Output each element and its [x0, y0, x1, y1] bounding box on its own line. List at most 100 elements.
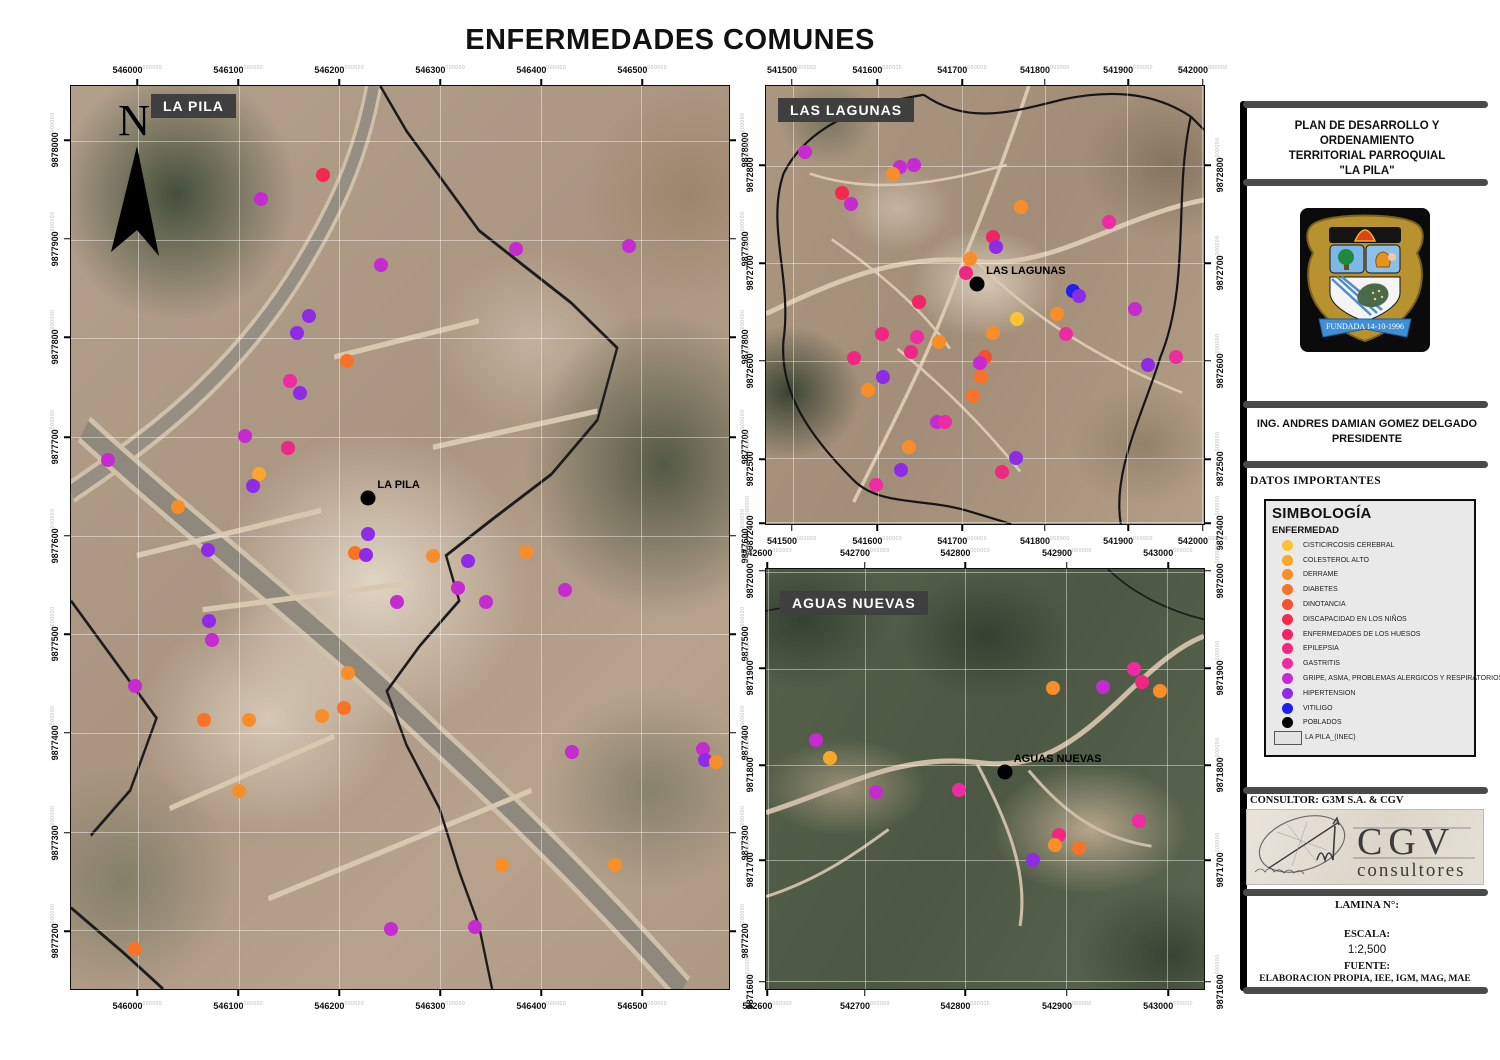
easting-label: 546100000000 [213, 65, 264, 75]
president-line1: ING. ANDRES DAMIAN GOMEZ DELGADO [1256, 418, 1478, 430]
northing-label: 9872600000000 [1215, 333, 1225, 389]
easting-label: 542800000000 [940, 548, 991, 558]
tick-mark [730, 633, 736, 636]
divider [1243, 987, 1488, 994]
tick-mark [864, 990, 866, 996]
northing-label: 9872000000000 [1215, 543, 1225, 599]
legend-title: SIMBOLOGÍA [1272, 505, 1372, 522]
easting-label: 546200000000 [314, 1001, 365, 1011]
panel-title-text: LA PILA [163, 98, 224, 114]
datos-importantes-heading: DATOS IMPORTANTES [1250, 475, 1381, 487]
northing-label: 9877500000000 [50, 606, 60, 662]
northing-label: 9877300000000 [740, 805, 750, 860]
tick-mark [730, 139, 736, 141]
easting-label: 541800000000 [1019, 65, 1070, 75]
legend-item: DINOTANCIA [1272, 597, 1468, 612]
easting-label: 546500000000 [617, 65, 668, 75]
lamina-label: LAMINA N°: [1335, 899, 1399, 911]
legend-item: HIPERTENSION [1272, 686, 1468, 701]
northing-label: 9877900000000 [740, 211, 750, 267]
easting-label: 546100000000 [213, 1001, 264, 1011]
tick-mark [1205, 360, 1211, 362]
easting-label: 542700000000 [840, 1001, 890, 1011]
easting-label: 546300000000 [415, 1001, 466, 1011]
parish-coat-of-arms: FUNDADA 14-10-1996 [1299, 207, 1431, 358]
easting-label: 546400000000 [516, 1001, 567, 1011]
easting-label: 541800000000 [1019, 536, 1070, 546]
satellite-map-las-lagunas: LAS LAGUNAS LAS LAGUNAS [765, 85, 1205, 525]
easting-label: 543000000000 [1143, 548, 1193, 558]
tick-mark [730, 732, 736, 734]
northing-label: 9871700000000 [1215, 832, 1225, 888]
tick-mark [766, 990, 768, 996]
northing-label: 9877600000000 [50, 508, 60, 564]
tick-mark [730, 436, 736, 438]
easting-label: 542000000000 [1177, 536, 1228, 546]
legend-item-label: CISTICIRCOSIS CEREBRAL [1303, 541, 1395, 549]
tick-mark [730, 238, 736, 240]
tick-mark [1205, 859, 1211, 861]
panel-title-text: LAS LAGUNAS [790, 102, 903, 118]
northing-label: 9872600000000 [745, 333, 755, 389]
easting-label: 541700000000 [937, 65, 987, 75]
north-letter: N [118, 96, 150, 145]
panel-la-pila: LA PILA LA PILA N 546000000000 5460000000… [50, 65, 750, 1011]
president-name: ING. ANDRES DAMIAN GOMEZ DELGADO PRESIDE… [1248, 417, 1486, 447]
easting-label: 546500000000 [617, 1001, 668, 1011]
legend-item-label: VITILIGO [1303, 704, 1333, 712]
tick-mark [540, 990, 542, 996]
easting-label: 541600000000 [852, 536, 903, 546]
plan-title-line3: "LA PILA" [1339, 164, 1395, 177]
easting-label: 546200000000 [314, 65, 365, 75]
legend-item-label: EPILEPSIA [1303, 645, 1339, 653]
easting-label: 541600000000 [852, 65, 903, 75]
fuente-value: ELABORACION PROPIA, IEE, IGM, MAG, MAE [1259, 974, 1471, 984]
tick-mark [1205, 764, 1211, 766]
divider [1243, 179, 1488, 186]
easting-label: 542700000000 [840, 548, 890, 558]
panel-aguas-nuevas: AGUAS NUEVAS AGUAS NUEVAS 542600000000 54… [742, 544, 1225, 1011]
escala-label: ESCALA: [1343, 929, 1391, 940]
legend-item: COLESTEROL ALTO [1272, 553, 1468, 568]
epilepsia-swatch [1282, 643, 1293, 655]
tick-mark [730, 336, 736, 339]
easting-label: 543000000000 [1143, 1001, 1193, 1011]
satellite-map-la-pila: LA PILA LA PILA N [70, 85, 730, 990]
panel-las-lagunas: LAS LAGUNAS LAS LAGUNAS 541500000000 5415… [745, 65, 1227, 551]
northing-label: 9872700000000 [745, 235, 755, 291]
northing-label: 9877400000000 [50, 705, 60, 761]
colesterol-swatch [1282, 554, 1293, 566]
northing-label: 9872500000000 [1215, 431, 1225, 487]
northing-label: 9872400000000 [1215, 495, 1225, 551]
tick-mark [338, 990, 341, 996]
north-arrow: N [99, 98, 169, 263]
northing-label: 9871800000000 [745, 737, 755, 793]
easting-label: 542900000000 [1041, 548, 1092, 558]
easting-label: 542800000000 [940, 1001, 991, 1011]
legend-item-label: GASTRITIS [1303, 660, 1340, 668]
legend-item-label: COLESTEROL ALTO [1303, 556, 1370, 564]
easting-label: 546000000000 [112, 1001, 163, 1011]
northing-label: 9877200000000 [740, 903, 750, 959]
divider [1243, 787, 1488, 794]
northing-label: 9871700000000 [745, 832, 755, 888]
easting-label: 541900000000 [1103, 65, 1153, 75]
plan-title-line2: TERRITORIAL PARROQUIAL [1288, 149, 1446, 162]
northing-label: 9872700000000 [1215, 235, 1225, 291]
legend-item: DISCAPACIDAD EN LOS NIÑOS [1272, 612, 1468, 627]
area-swatch [1274, 730, 1302, 745]
divider [1243, 461, 1488, 468]
northing-label: 9871600000000 [745, 954, 755, 1010]
tick-mark [1205, 262, 1211, 264]
northing-label: 9871600000000 [1215, 954, 1225, 1010]
satellite-map-aguas-nuevas: AGUAS NUEVAS AGUAS NUEVAS [765, 568, 1205, 990]
legend-item-label: DIABETES [1303, 586, 1338, 594]
tick-mark [876, 525, 878, 531]
tick-mark [1205, 164, 1211, 166]
dinotancia-swatch [1282, 599, 1293, 611]
president-line2: PRESIDENTE [1331, 432, 1403, 445]
tick-mark [1167, 990, 1169, 996]
legend-item: CISTICIRCOSIS CEREBRAL [1272, 538, 1468, 553]
northing-label: 9872000000000 [745, 543, 755, 599]
tick-mark [1205, 667, 1211, 669]
